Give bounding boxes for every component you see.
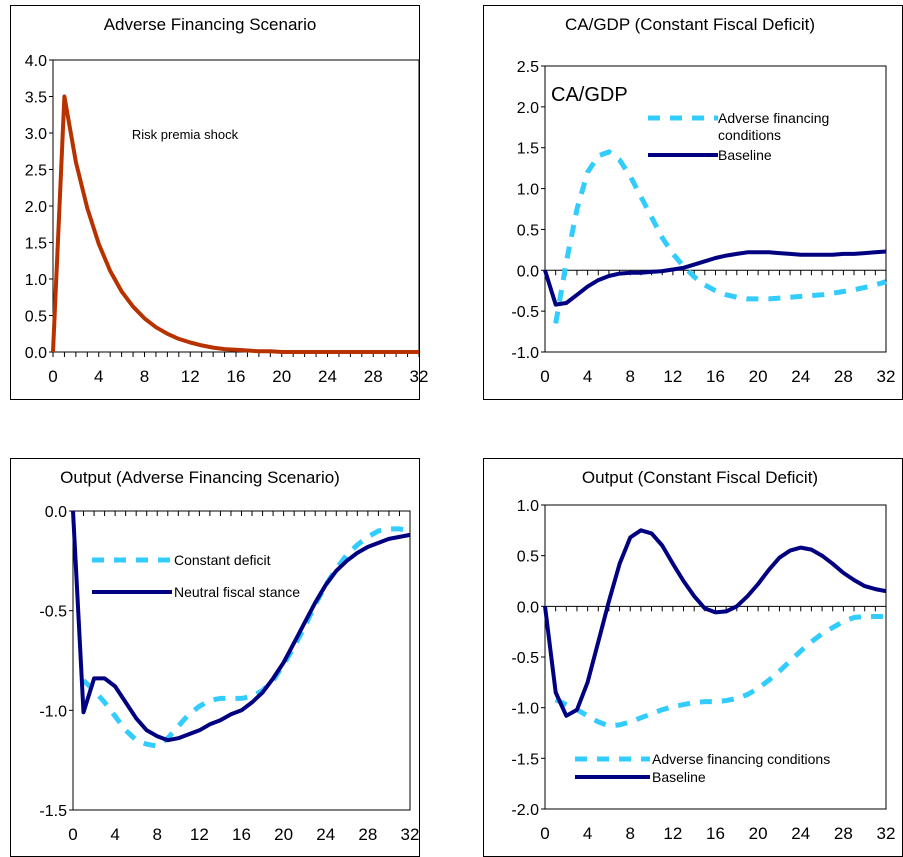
x-tick-label: 4 [583,824,592,843]
legend-label: Adverse financing conditions [652,751,830,767]
annotation: Risk premia shock [132,127,239,142]
legend-label: Baseline [652,769,706,785]
series-line-1 [553,149,887,324]
y-tick-label: 0.5 [25,309,47,326]
x-tick-label: 16 [227,367,246,386]
y-tick-label: 0.5 [517,549,539,566]
y-tick-label: -1.0 [39,703,67,720]
x-tick-label: 32 [410,367,429,386]
series-line-2 [543,249,887,307]
x-tick-label: 12 [663,367,682,386]
y-tick-label: 4.0 [25,53,47,70]
plot-area [544,65,887,353]
y-tick-label: -1.0 [511,345,539,362]
y-tick-label: 0.5 [517,222,539,239]
legend-label-line: Adverse financing [718,110,829,126]
x-tick-label: 0 [48,367,57,386]
series-line-1 [554,614,886,729]
x-tick-label: 16 [706,824,725,843]
y-tick-label: -1.5 [511,751,539,768]
x-tick-label: 12 [663,824,682,843]
y-tick-label: -1.5 [39,803,67,820]
annotation: CA/GDP [551,84,628,106]
y-tick-label: 2.5 [25,163,47,180]
y-tick-label: 1.0 [517,498,539,515]
x-tick-label: 24 [791,367,810,386]
chart-panel-1: Adverse Financing Scenario 0.0 0.5 1.0 1.5 2.… [10,5,429,400]
chart-title: Output (Adverse Financing Scenario) [60,468,340,487]
legend-label: Adverse financing conditions [718,110,829,143]
x-tick-label: 28 [834,367,853,386]
series-line-2 [71,510,411,743]
y-tick-label: 3.0 [25,126,47,143]
y-tick-label: 1.0 [517,182,539,199]
x-tick-label: 24 [791,824,810,843]
chart-frame [483,458,903,857]
x-tick-label: 24 [316,825,335,844]
x-tick-label: 20 [274,825,293,844]
chart-frame [10,5,420,400]
y-tick-label: 3.5 [25,90,47,107]
x-tick-label: 8 [626,367,635,386]
y-tick-label: 0.0 [517,263,539,280]
x-tick-label: 4 [94,367,103,386]
y-tick-label: 2.0 [25,199,47,216]
x-tick-label: 0 [540,367,549,386]
x-tick-label: 32 [877,367,896,386]
x-tick-label: 28 [364,367,383,386]
chart-title: CA/GDP (Constant Fiscal Deficit) [565,15,815,34]
x-tick-label: 0 [68,825,77,844]
y-tick-label: 0.0 [45,504,67,521]
series-line-1 [51,94,419,354]
legend-label: Constant deficit [174,552,271,568]
y-tick-label: 0.0 [517,599,539,616]
x-tick-label: 0 [540,824,549,843]
x-tick-label: 20 [749,367,768,386]
x-tick-label: 16 [706,367,725,386]
y-tick-label: 1.0 [25,272,47,289]
chart-panel-3: Output (Adverse Financing Scenario) -1.5 -… [10,458,420,857]
y-tick-label: -0.5 [511,650,539,667]
legend-label: Neutral fiscal stance [174,584,300,600]
series-line-2 [543,528,887,718]
x-tick-label: 8 [153,825,162,844]
y-tick-label: 2.5 [517,59,539,76]
y-tick-label: 0.0 [25,345,47,362]
x-tick-label: 32 [401,825,420,844]
x-tick-label: 12 [181,367,200,386]
y-tick-label: -1.0 [511,701,539,718]
chart-panel-4: Output (Constant Fiscal Deficit) -2.0 -1.5… [483,458,903,857]
x-tick-label: 28 [358,825,377,844]
y-tick-label: 1.5 [517,141,539,158]
chart-title: Adverse Financing Scenario [104,15,317,34]
chart-panel-2: CA/GDP (Constant Fiscal Deficit) -1.0 -0.5… [483,5,903,400]
x-tick-label: 12 [190,825,209,844]
x-tick-label: 4 [110,825,119,844]
x-tick-label: 20 [272,367,291,386]
chart-frame [483,5,903,400]
x-tick-label: 32 [877,824,896,843]
x-tick-label: 8 [626,824,635,843]
y-tick-label: -0.5 [511,304,539,321]
x-tick-label: 4 [583,367,592,386]
y-tick-label: -0.5 [39,604,67,621]
x-tick-label: 20 [749,824,768,843]
y-tick-label: 1.5 [25,236,47,253]
x-tick-label: 16 [232,825,251,844]
y-tick-label: 2.0 [517,100,539,117]
x-tick-label: 24 [318,367,337,386]
series-line-1 [81,526,411,749]
legend-label-line: conditions [718,127,781,143]
x-tick-label: 8 [140,367,149,386]
y-tick-label: -2.0 [511,802,539,819]
legend-label: Baseline [718,147,772,163]
chart-title: Output (Constant Fiscal Deficit) [582,468,818,487]
x-tick-label: 28 [834,824,853,843]
